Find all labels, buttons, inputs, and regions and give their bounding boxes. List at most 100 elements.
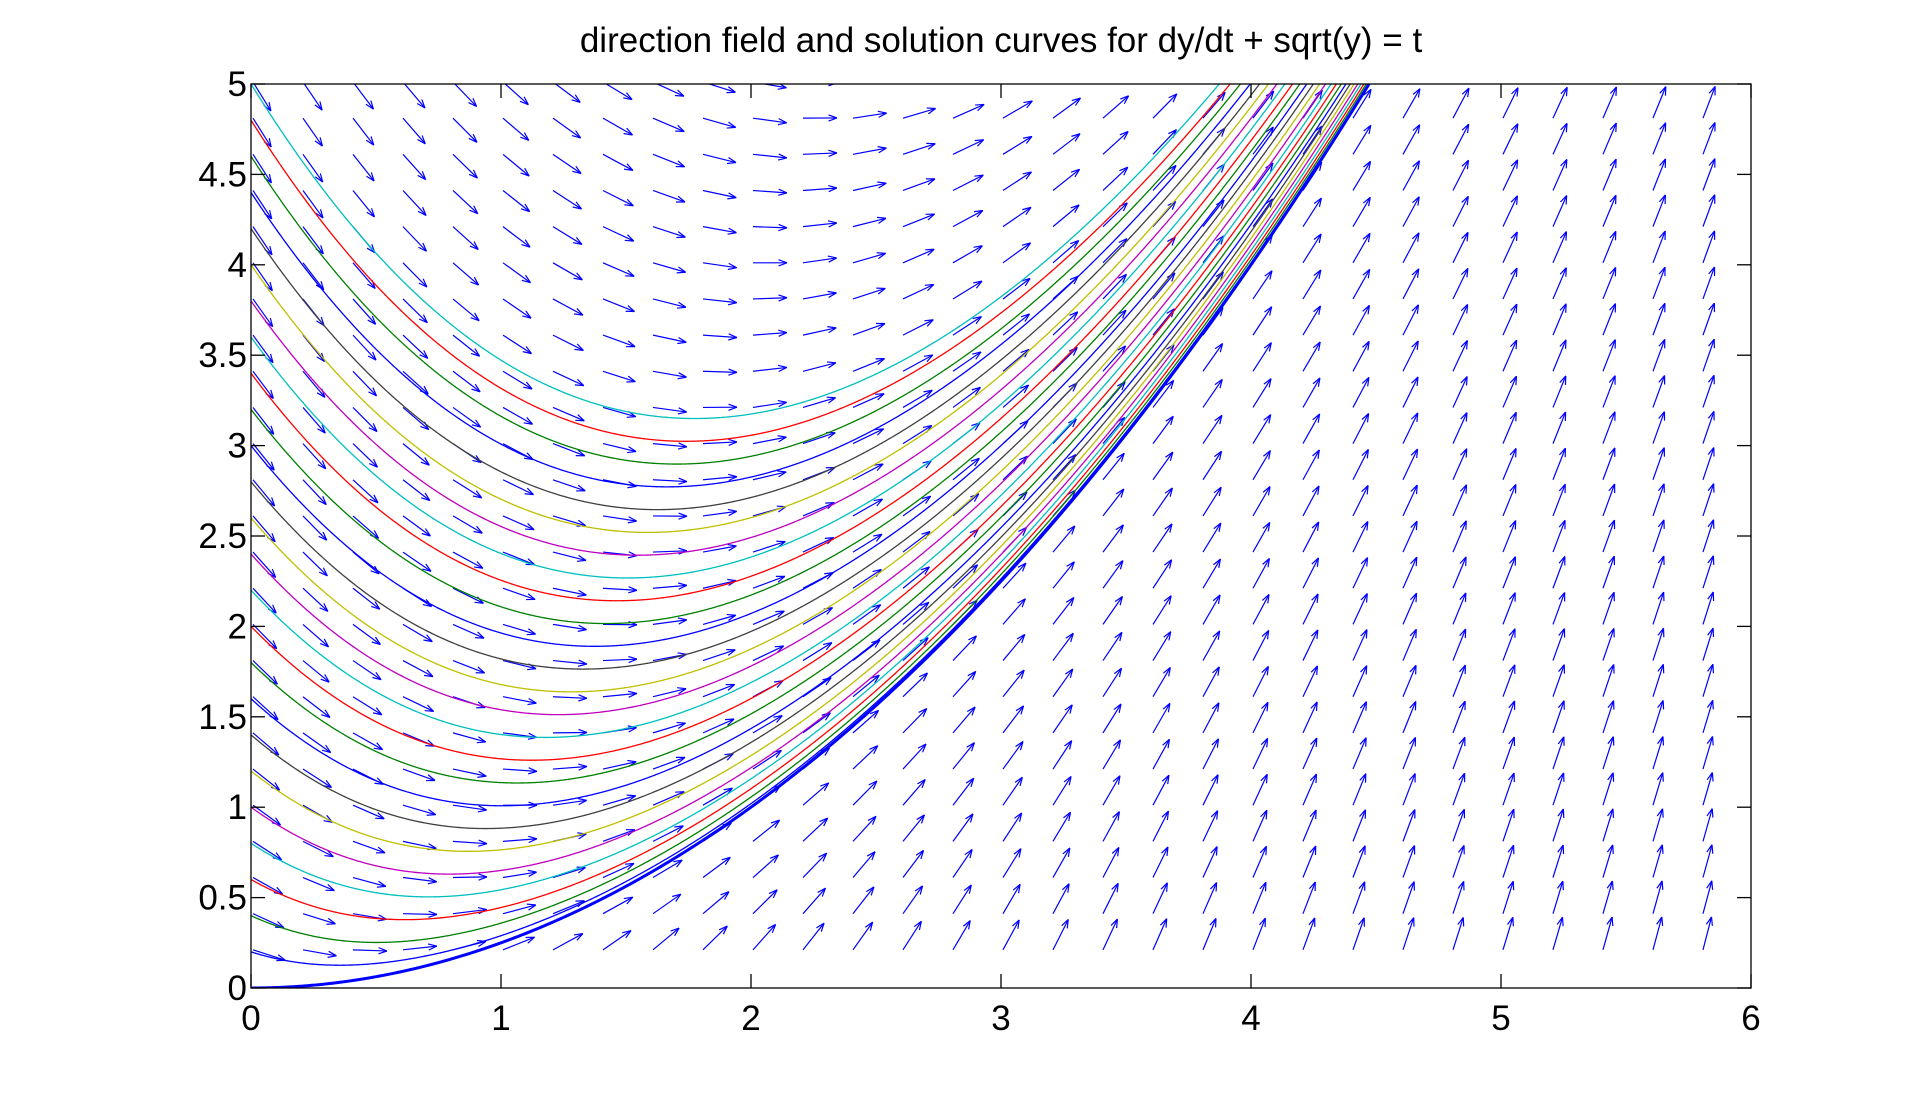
arrow-shaft xyxy=(402,696,434,712)
arrow-head xyxy=(1123,166,1129,176)
arrow-shaft xyxy=(1503,52,1518,82)
direction-arrow xyxy=(1502,447,1517,480)
arrow-shaft xyxy=(504,84,529,106)
arrow-head xyxy=(1368,197,1371,207)
arrow-shaft xyxy=(802,677,832,698)
arrow-head xyxy=(422,278,428,288)
arrow-shaft xyxy=(1602,339,1616,372)
arrow-shaft xyxy=(652,370,687,378)
arrow-shaft xyxy=(1252,378,1272,408)
direction-arrow xyxy=(1402,917,1415,951)
arrow-shaft xyxy=(1402,665,1417,697)
arrow-head xyxy=(1515,340,1518,350)
arrow-shaft xyxy=(1152,738,1170,770)
arrow-shaft xyxy=(1652,736,1664,770)
arrow-head xyxy=(1509,447,1517,456)
arrow-head xyxy=(677,160,686,168)
arrow-head xyxy=(574,94,581,103)
arrow-head xyxy=(1212,594,1221,602)
arrow-head xyxy=(1169,523,1173,533)
direction-arrow xyxy=(552,334,584,352)
arrow-head xyxy=(828,327,837,334)
direction-arrow xyxy=(1702,555,1715,589)
arrow-head xyxy=(876,428,885,436)
direction-arrow xyxy=(1202,594,1221,625)
direction-arrow xyxy=(852,428,885,445)
arrow-shaft xyxy=(502,298,532,319)
arrow-shaft xyxy=(352,443,378,468)
direction-arrow xyxy=(752,889,778,915)
arrow-head xyxy=(1116,918,1119,929)
arrow-shaft xyxy=(402,768,436,782)
arrow-head xyxy=(523,422,533,425)
arrow-shaft xyxy=(1552,520,1566,553)
arrow-shaft xyxy=(1702,627,1714,661)
arrow-head xyxy=(1022,206,1032,211)
arrow-head xyxy=(817,887,826,894)
arrow-head xyxy=(370,136,375,146)
arrow-head xyxy=(417,138,426,145)
arrow-head xyxy=(722,925,728,935)
direction-arrow xyxy=(1302,917,1316,951)
arrow-head xyxy=(1266,630,1270,640)
direction-arrow xyxy=(502,869,537,879)
direction-arrow xyxy=(802,782,830,806)
direction-arrow xyxy=(1652,519,1665,553)
arrow-shaft xyxy=(602,370,636,383)
arrow-head xyxy=(1027,66,1033,73)
arrow-head xyxy=(777,364,787,369)
direction-arrow xyxy=(1202,810,1219,842)
arrow-shaft xyxy=(952,316,982,336)
arrow-shaft xyxy=(1402,773,1416,806)
arrow-head xyxy=(1162,702,1171,710)
direction-arrow xyxy=(1102,273,1128,300)
direction-arrow xyxy=(902,178,936,192)
arrow-head xyxy=(623,97,633,101)
arrow-head xyxy=(1213,522,1222,530)
direction-arrow xyxy=(352,479,379,504)
arrow-head xyxy=(520,172,530,177)
direction-arrow xyxy=(1203,57,1226,82)
arrow-shaft xyxy=(502,936,535,951)
arrow-head xyxy=(1707,447,1715,455)
direction-arrow xyxy=(1552,916,1564,951)
arrow-head xyxy=(578,728,588,734)
arrow-shaft xyxy=(552,370,585,387)
arrow-shaft xyxy=(352,732,383,751)
arrow-shaft xyxy=(1352,593,1368,625)
arrow-head xyxy=(366,247,376,254)
arrow-head xyxy=(778,366,788,373)
arrow-head xyxy=(770,819,780,824)
arrow-head xyxy=(428,877,438,883)
arrow-shaft xyxy=(1252,162,1274,191)
arrow-shaft xyxy=(502,153,530,177)
direction-arrow xyxy=(1052,668,1074,698)
arrow-head xyxy=(1163,631,1172,638)
direction-arrow xyxy=(1202,343,1224,372)
arrow-head xyxy=(528,697,537,704)
arrow-head xyxy=(974,174,984,177)
arrow-head xyxy=(574,384,584,387)
arrow-head xyxy=(427,881,437,885)
arrow-head xyxy=(1218,487,1222,497)
arrow-head xyxy=(1111,846,1120,854)
arrow-head xyxy=(424,709,434,713)
arrow-head xyxy=(327,955,337,958)
arrow-shaft xyxy=(1002,349,1030,372)
arrow-shaft xyxy=(1153,58,1177,82)
direction-arrow xyxy=(1702,699,1714,734)
arrow-head xyxy=(1616,51,1617,60)
direction-arrow xyxy=(1352,521,1369,553)
arrow-head xyxy=(1509,411,1517,420)
arrow-shaft xyxy=(852,568,882,589)
arrow-head xyxy=(1363,124,1372,132)
arrow-head xyxy=(373,494,379,504)
arrow-shaft xyxy=(1302,377,1321,408)
direction-arrow xyxy=(1602,230,1617,264)
direction-arrow xyxy=(652,512,688,520)
arrow-head xyxy=(370,208,376,218)
direction-arrow xyxy=(1252,486,1271,517)
direction-arrow xyxy=(402,226,428,252)
arrow-head xyxy=(1460,448,1468,456)
